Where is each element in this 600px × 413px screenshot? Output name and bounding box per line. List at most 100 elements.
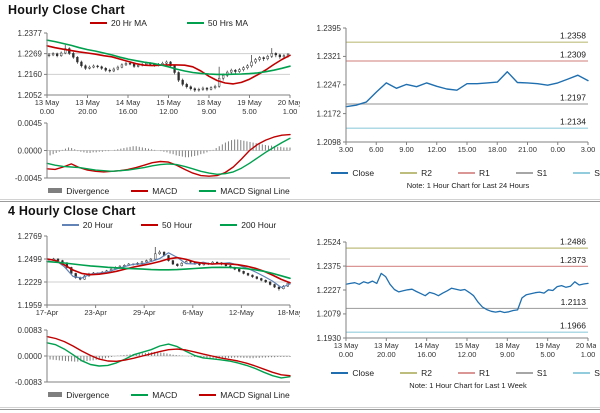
svg-text:0.0045: 0.0045 — [18, 119, 43, 128]
svg-text:18.00: 18.00 — [488, 145, 507, 154]
svg-text:1.2247: 1.2247 — [317, 81, 342, 90]
hourly-price-legend: 20 Hr MA 50 Hrs MA — [8, 16, 300, 29]
svg-text:18 May: 18 May — [197, 98, 222, 107]
svg-text:23-Apr: 23-Apr — [84, 308, 107, 317]
legend-20-hr-ma: 20 Hr MA — [89, 17, 147, 28]
legend-label: 50 Hour — [162, 219, 193, 230]
svg-text:1.2499: 1.2499 — [18, 255, 43, 264]
svg-text:1.2373: 1.2373 — [560, 255, 586, 265]
legend-50-hour: 50 Hour — [141, 220, 192, 230]
svg-text:1.2486: 1.2486 — [560, 237, 586, 247]
svg-text:5.00: 5.00 — [540, 350, 555, 359]
svg-text:12.00: 12.00 — [427, 145, 446, 154]
legend-swatch-line — [573, 171, 591, 174]
legend-macd-signal-line: MACD Signal Line — [199, 186, 290, 196]
bottom-divider — [0, 407, 600, 410]
svg-text:1.1966: 1.1966 — [560, 321, 586, 331]
pivot-week-chart: 1.2486 1.2373 1.2113 1.1966 1.2524 1.2375 1.22… — [304, 232, 600, 390]
svg-text:1.2227: 1.2227 — [317, 286, 342, 295]
svg-text:1.2134: 1.2134 — [560, 117, 586, 127]
legend-swatch-line — [515, 171, 533, 174]
pivot-week-note: Note: 1 Hour Chart for Last 1 Week — [409, 381, 527, 390]
legend-label: Close — [352, 367, 375, 378]
pivot-24h-legend: Close R2 R1 S1 S2 — [304, 166, 600, 179]
legend-macd-signal-line: MACD Signal Line — [199, 389, 290, 400]
legend-divergence: Divergence — [48, 390, 109, 400]
svg-text:0.0000: 0.0000 — [18, 146, 43, 155]
legend-swatch-line — [199, 189, 217, 192]
legend-swatch-line — [61, 223, 79, 226]
svg-text:1.2769: 1.2769 — [18, 232, 43, 241]
legend-20-hour: 20 Hour — [61, 220, 113, 230]
section-title-hourly: Hourly Close Chart — [8, 3, 125, 17]
svg-text:1.1959: 1.1959 — [18, 301, 43, 310]
legend-divergence: Divergence — [48, 186, 109, 196]
svg-text:5.00: 5.00 — [242, 107, 257, 116]
legend-label: S1 — [536, 167, 548, 178]
svg-text:1.2098: 1.2098 — [317, 138, 342, 147]
svg-text:1.2160: 1.2160 — [18, 70, 43, 79]
pivot-24h-chart: 1.2358 1.2309 1.2197 1.2134 1.2395 1.2321 1.22… — [304, 16, 600, 190]
pivot-week-canvas: 1.2486 1.2373 1.2113 1.1966 1.2524 1.2375 1.22… — [317, 237, 596, 359]
svg-text:1.2524: 1.2524 — [317, 238, 342, 247]
legend-s2: S2 — [573, 368, 600, 378]
svg-text:21.00: 21.00 — [518, 145, 537, 154]
legend-label: 50 Hrs MA — [207, 17, 249, 28]
svg-text:13 May: 13 May — [75, 98, 100, 107]
svg-text:1.2197: 1.2197 — [560, 93, 586, 103]
legend-label: S2 — [594, 367, 600, 378]
fourhourly-price-legend: 20 Hour 50 Hour 200 Hour — [8, 218, 300, 231]
svg-text:1.2079: 1.2079 — [317, 310, 342, 319]
svg-text:1.2321: 1.2321 — [317, 52, 342, 61]
svg-text:1.2052: 1.2052 — [18, 91, 43, 100]
svg-text:18-May: 18-May — [277, 308, 300, 317]
legend-r1: R1 — [457, 167, 490, 178]
svg-text:1.00: 1.00 — [581, 350, 596, 359]
legend-label: R1 — [478, 367, 490, 378]
legend-label: S1 — [536, 367, 548, 378]
legend-label: 200 Hour — [241, 219, 277, 230]
svg-text:0.0000: 0.0000 — [18, 352, 43, 361]
svg-text:0.00: 0.00 — [339, 350, 354, 359]
legend-s1: S1 — [515, 367, 548, 378]
svg-text:20 May: 20 May — [576, 341, 596, 350]
legend-swatch-line — [457, 371, 475, 374]
legend-swatch-line — [400, 371, 418, 374]
legend-label: MACD Signal Line — [220, 389, 290, 400]
legend-label: 20 Hr MA — [110, 17, 147, 28]
svg-text:16.00: 16.00 — [119, 107, 138, 116]
svg-text:9.00: 9.00 — [399, 145, 414, 154]
legend-swatch-line — [515, 371, 533, 374]
svg-text:20.00: 20.00 — [78, 107, 97, 116]
svg-text:13 May: 13 May — [35, 98, 60, 107]
legend-label: R1 — [478, 167, 490, 178]
svg-text:9.00: 9.00 — [500, 350, 515, 359]
legend-swatch-line — [141, 223, 159, 226]
svg-text:18 May: 18 May — [495, 341, 520, 350]
svg-text:1.2172: 1.2172 — [317, 109, 342, 118]
svg-text:1.2395: 1.2395 — [317, 24, 342, 33]
pivot-week-legend: Close R2 R1 S1 S2 — [304, 366, 600, 379]
legend-r2: R2 — [400, 168, 432, 178]
hourly-macd-chart: 0.0045 0.0000 -0.0045 Divergence MACD MACD Si… — [8, 118, 300, 197]
hourly-macd-legend: Divergence MACD MACD Signal Line — [8, 184, 300, 197]
svg-text:17-Apr: 17-Apr — [36, 308, 59, 317]
svg-text:1.2375: 1.2375 — [317, 262, 342, 271]
legend-swatch-line — [331, 371, 349, 374]
legend-r1: R1 — [457, 367, 490, 378]
svg-text:1.2113: 1.2113 — [561, 297, 587, 307]
svg-text:12-May: 12-May — [229, 308, 254, 317]
svg-text:3.00: 3.00 — [581, 145, 596, 154]
legend-label: Close — [352, 167, 375, 178]
svg-text:9.00: 9.00 — [202, 107, 217, 116]
svg-text:19 May: 19 May — [237, 98, 262, 107]
svg-text:1.1930: 1.1930 — [317, 334, 342, 343]
legend-macd: MACD — [131, 390, 177, 400]
svg-text:29-Apr: 29-Apr — [133, 308, 156, 317]
legend-swatch-line — [573, 371, 591, 374]
pivot-24h-note: Note: 1 Hour Chart for Last 24 Hours — [406, 181, 530, 190]
svg-text:14 May: 14 May — [414, 341, 439, 350]
svg-text:-0.0045: -0.0045 — [15, 174, 43, 183]
legend-swatch-line — [331, 171, 349, 174]
